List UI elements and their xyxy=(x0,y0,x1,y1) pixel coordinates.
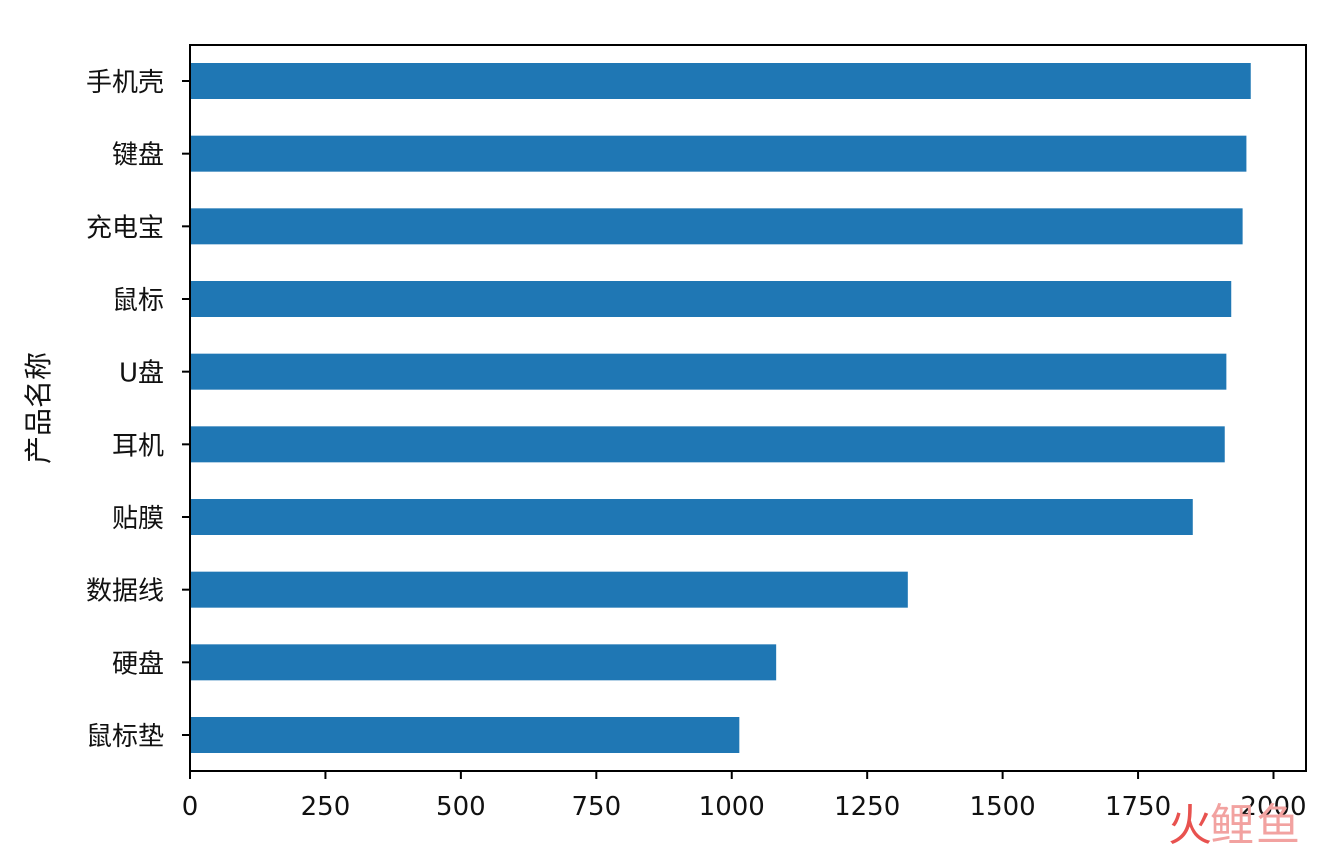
bar xyxy=(190,353,1227,390)
x-tick-label: 750 xyxy=(571,792,621,822)
bar xyxy=(190,135,1247,172)
plot-frame xyxy=(189,44,1307,772)
bar xyxy=(190,717,740,753)
y-tick-label: 贴膜 xyxy=(112,504,164,534)
watermark-char-3: 鱼 xyxy=(1256,800,1300,851)
x-tick-label: 1500 xyxy=(970,792,1036,822)
watermark-char-1: 火 xyxy=(1168,800,1212,851)
x-tick-label: 1750 xyxy=(1105,792,1171,822)
x-axis: 0 250 500 750 1000 1250 1500 1750 2000 xyxy=(182,771,1307,822)
y-tick-label: U盘 xyxy=(119,359,164,389)
bar xyxy=(190,571,908,608)
bar xyxy=(190,426,1225,463)
y-tick-label: 数据线 xyxy=(86,577,164,607)
bar xyxy=(190,644,777,681)
x-tick-label: 0 xyxy=(182,792,199,822)
y-tick-label: 手机壳 xyxy=(86,68,164,98)
bar xyxy=(190,208,1243,245)
watermark-logo: 火 鲤 鱼 xyxy=(1168,800,1300,851)
y-tick-label: 鼠标 xyxy=(112,286,164,316)
x-tick-label: 2000 xyxy=(1240,792,1306,822)
bar xyxy=(190,281,1232,317)
y-tick-label: 鼠标垫 xyxy=(86,722,164,752)
y-axis-title: 产品名称 xyxy=(22,352,55,464)
watermark-char-2: 鲤 xyxy=(1210,800,1254,851)
y-tick-label: 充电宝 xyxy=(86,213,164,243)
y-tick-label: 硬盘 xyxy=(112,649,164,679)
y-tick-label: 键盘 xyxy=(112,141,164,171)
x-tick-label: 500 xyxy=(436,792,486,822)
bar xyxy=(190,63,1251,99)
bars-group xyxy=(190,63,1251,753)
y-tick-label: 耳机 xyxy=(112,431,164,461)
bar xyxy=(190,499,1193,535)
x-tick-label: 1000 xyxy=(699,792,765,822)
x-tick-label: 1250 xyxy=(834,792,900,822)
x-tick-label: 250 xyxy=(301,792,351,822)
